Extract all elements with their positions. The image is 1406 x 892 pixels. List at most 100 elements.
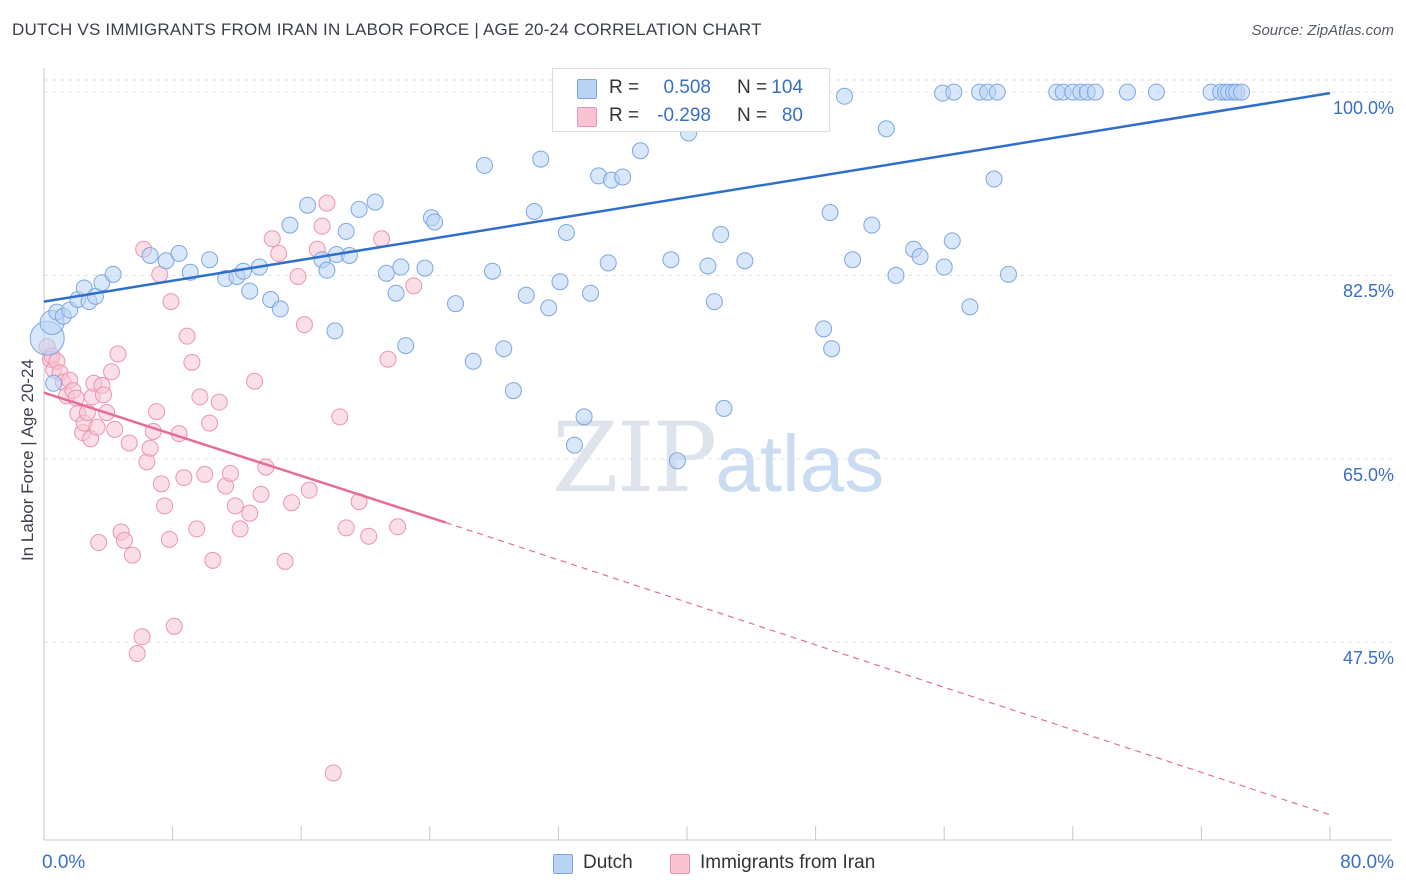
y-tick-label: 47.5% <box>1342 648 1394 669</box>
dutch-point <box>668 452 686 470</box>
legend-swatch-dutch <box>553 854 573 874</box>
dutch-point <box>157 252 175 270</box>
iran-point <box>324 764 342 782</box>
dutch-point <box>815 320 833 338</box>
iran-point <box>221 464 239 482</box>
iran-point <box>133 628 151 646</box>
dutch-point <box>483 262 501 280</box>
dutch-point <box>736 252 754 270</box>
iran-point <box>313 217 331 235</box>
dutch-n-label: N = <box>737 77 768 98</box>
iran-point <box>389 518 407 536</box>
dutch-point <box>271 300 289 318</box>
iran-point <box>156 497 174 515</box>
iran-point <box>246 372 264 390</box>
iran-point <box>90 534 108 552</box>
dutch-point <box>1000 265 1017 283</box>
iran-point <box>318 194 336 212</box>
dutch-point <box>45 374 63 392</box>
dutch-point <box>426 213 444 231</box>
dutch-point <box>397 337 415 355</box>
dutch-point <box>350 200 368 218</box>
y-tick-label: 82.5% <box>1342 281 1394 302</box>
dutch-point <box>551 273 569 291</box>
dutch-trend-line <box>43 91 1331 303</box>
x-tick-label-min: 0.0% <box>42 852 86 873</box>
iran-point <box>337 519 355 537</box>
iran-point <box>106 420 124 438</box>
iran-points <box>38 194 423 782</box>
dutch-point <box>575 408 593 426</box>
iran-trend-line <box>43 391 447 524</box>
dutch-point <box>823 340 841 358</box>
iran-point <box>331 408 349 426</box>
dutch-point <box>943 232 961 250</box>
grid-layer <box>44 79 1392 643</box>
watermark-atlas: atlas <box>715 419 885 508</box>
iran-point <box>178 327 196 345</box>
watermark: ZIPatlas <box>552 402 884 514</box>
iran-point <box>148 403 166 421</box>
dutch-point <box>582 284 600 302</box>
y-tick-label: 65.0% <box>1342 464 1394 485</box>
dutch-point <box>1147 83 1165 101</box>
iran-swatch <box>577 107 597 127</box>
iran-point <box>141 439 159 457</box>
iran-point <box>204 551 222 569</box>
chart-title: DUTCH VS IMMIGRANTS FROM IRAN IN LABOR F… <box>12 20 762 39</box>
dutch-point <box>241 282 259 300</box>
dutch-point <box>416 259 434 277</box>
iran-point <box>241 504 259 522</box>
iran-r-label: R = <box>609 105 640 126</box>
dutch-point <box>836 87 854 105</box>
dutch-r-label: R = <box>609 77 640 98</box>
dutch-point <box>447 295 465 313</box>
dutch-point <box>201 251 219 269</box>
iran-point <box>109 345 127 363</box>
dutch-point <box>631 142 649 160</box>
iran-trend-extension <box>445 522 1331 816</box>
y-tick-label: 100.0% <box>1332 98 1394 119</box>
legend-swatch-iran <box>670 854 690 874</box>
iran-point <box>226 497 244 515</box>
iran-point <box>152 475 170 493</box>
dutch-point <box>337 222 355 240</box>
iran-point <box>300 481 318 499</box>
dutch-point <box>387 284 405 302</box>
dutch-point <box>141 247 159 265</box>
iran-point <box>162 293 180 311</box>
iran-point <box>289 267 307 285</box>
dutch-point <box>532 150 550 168</box>
dutch-point <box>988 83 1006 101</box>
dutch-points <box>29 83 1251 470</box>
iran-point <box>94 386 112 404</box>
stats-row-iran: R = -0.298 N = 80 <box>553 101 829 131</box>
dutch-point <box>464 352 482 370</box>
iran-point <box>201 414 219 432</box>
dutch-swatch <box>577 79 597 99</box>
iran-point <box>252 485 270 503</box>
dutch-point <box>599 254 617 272</box>
dutch-point <box>326 322 344 340</box>
iran-point <box>175 469 193 487</box>
dutch-point <box>705 293 723 311</box>
iran-point <box>128 645 146 663</box>
dutch-point <box>887 266 905 284</box>
dutch-point <box>392 258 410 276</box>
iran-point <box>405 277 423 295</box>
iran-point <box>188 520 206 538</box>
trend-lines <box>43 91 1331 816</box>
dutch-point <box>961 298 979 316</box>
dutch-point <box>366 193 384 211</box>
iran-point <box>191 388 209 406</box>
dutch-point <box>985 170 1003 188</box>
dutch-point <box>911 248 929 266</box>
dutch-point <box>104 265 122 283</box>
iran-point <box>360 527 378 545</box>
iran-point <box>283 494 301 512</box>
axis-layer <box>43 68 1392 841</box>
dutch-point <box>863 216 881 234</box>
x-tick-label-max: 80.0% <box>1340 852 1394 873</box>
iran-point <box>379 350 397 368</box>
